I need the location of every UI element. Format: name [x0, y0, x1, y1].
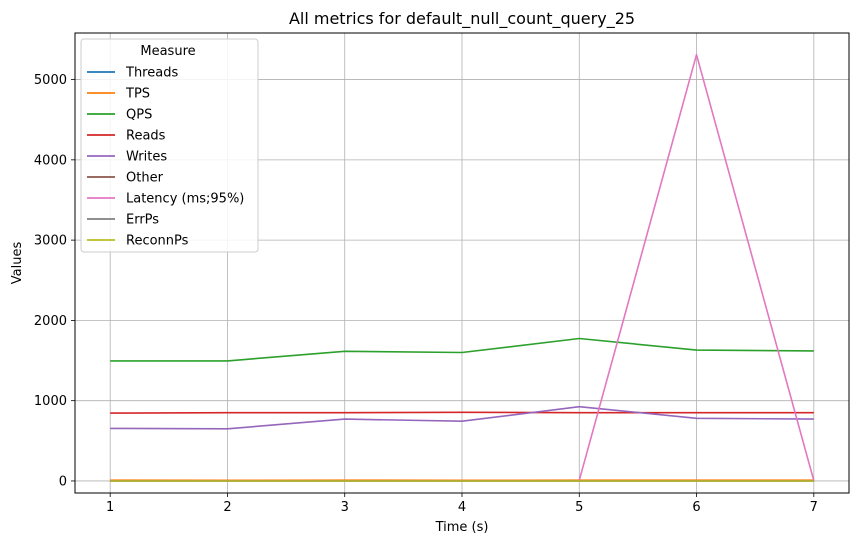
x-tick-label: 3: [341, 500, 349, 515]
series-line-reads: [110, 411, 814, 414]
legend-label-tps: TPS: [125, 87, 150, 102]
legend-label-latency-ms-95: Latency (ms;95%): [126, 192, 244, 207]
y-tick-label: 4000: [34, 153, 67, 168]
series-line-latency-ms-95: [578, 53, 815, 481]
y-tick-label: 5000: [34, 73, 67, 88]
legend-label-reconnps: ReconnPs: [126, 234, 189, 249]
legend-label-reads: Reads: [126, 129, 166, 144]
legend-label-threads: Threads: [125, 66, 178, 81]
legend-label-qps: QPS: [126, 108, 152, 123]
x-tick-label: 7: [810, 500, 818, 515]
y-tick-label: 2000: [34, 314, 67, 329]
x-tick-label: 1: [106, 500, 114, 515]
legend: Measure Threads TPS QPS Reads Writes Other Lat…: [80, 38, 259, 253]
legend-label-writes: Writes: [126, 150, 167, 165]
y-tick-label: 1000: [34, 394, 67, 409]
y-axis-label: Values: [10, 242, 25, 285]
series-line-qps: [110, 337, 814, 362]
x-axis-label: Time (s): [435, 520, 489, 535]
legend-label-other: Other: [126, 171, 164, 186]
legend-label-errps: ErrPs: [126, 213, 159, 228]
chart-title: All metrics for default_null_count_query…: [289, 9, 635, 29]
x-tick-label: 6: [692, 500, 700, 515]
x-tick-label: 5: [575, 500, 583, 515]
legend-items: Threads TPS QPS Reads Writes Other Latency (ms…: [87, 66, 244, 249]
series-line-writes: [110, 405, 814, 430]
x-tick-label: 4: [458, 500, 466, 515]
legend-title: Measure: [140, 44, 195, 59]
legend-box: [80, 38, 259, 253]
y-tick-label: 3000: [34, 234, 67, 249]
tick-layer: 1 2 3 4 5 6 7 0 1000 2000 3000 4000 5000: [34, 73, 818, 515]
y-tick-label: 0: [59, 474, 67, 489]
x-tick-label: 2: [223, 500, 231, 515]
series-layer: [110, 53, 815, 482]
